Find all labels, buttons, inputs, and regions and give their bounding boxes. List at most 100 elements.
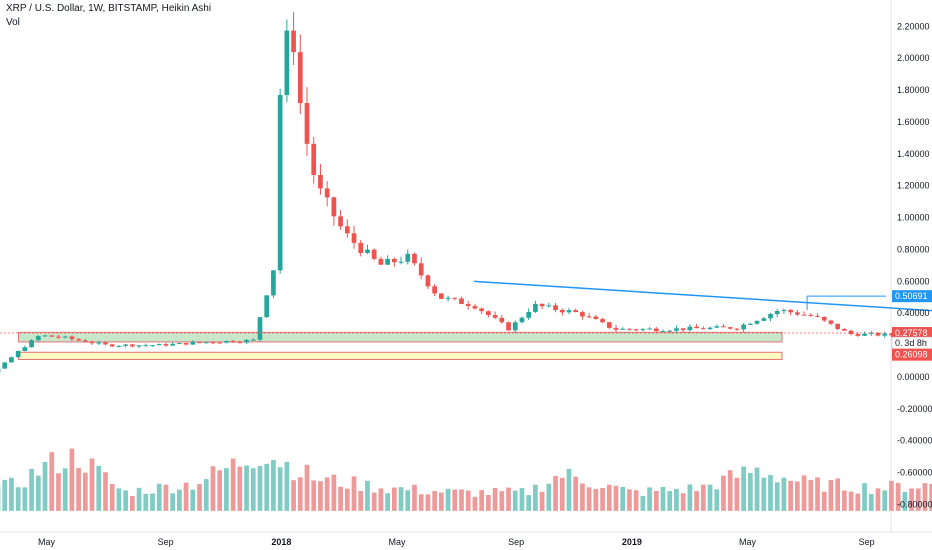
volume-bar: [35, 475, 41, 511]
volume-bar: [895, 483, 901, 511]
volume-bar: [9, 477, 14, 511]
candle-body: [250, 339, 256, 341]
candle-body: [580, 312, 585, 317]
volume-bar: [801, 475, 807, 511]
candle-body: [606, 322, 612, 328]
volume-bar: [902, 492, 908, 511]
candle-body: [882, 333, 888, 336]
volume-bar: [472, 496, 478, 511]
price-tag-label: 0.27578: [895, 328, 928, 338]
candle-body: [190, 342, 196, 345]
candle-body: [741, 324, 746, 330]
candle-body: [35, 336, 41, 341]
price-axis[interactable]: 2.20000 2.00000 1.80000 1.60000 1.40000 1.200…: [897, 21, 932, 509]
volume-bar: [842, 490, 847, 511]
candle-body: [22, 347, 28, 351]
volume-bar: [788, 480, 794, 511]
y-tick-label: 0.80000: [897, 244, 930, 254]
candle-body: [499, 317, 505, 323]
volume-bar: [848, 491, 854, 511]
y-tick-label: -0.40000: [897, 436, 932, 446]
volume-bar: [358, 491, 364, 511]
candle-body: [519, 317, 525, 323]
volume-bar: [613, 485, 619, 511]
y-tick-label: 0.00000: [897, 372, 930, 382]
candle-body: [546, 305, 552, 307]
candle-body: [425, 275, 431, 287]
x-tick-label: Sep: [859, 537, 875, 547]
candle-body: [707, 327, 713, 330]
volume-bar: [439, 492, 444, 511]
volume-bar: [533, 484, 538, 511]
volume-bar: [217, 470, 223, 511]
candle-body: [862, 333, 867, 336]
candle-body: [667, 330, 673, 332]
volume-bar: [539, 491, 545, 511]
volume-bar: [297, 477, 303, 511]
candle-body: [277, 95, 283, 271]
zone-rect: [17, 331, 783, 343]
y-tick-label: 0.60000: [897, 276, 930, 286]
candle-body: [103, 342, 108, 345]
chart-title: XRP / U.S. Dollar, 1W, BITSTAMP, Heikin …: [6, 3, 212, 14]
candle-body: [331, 197, 337, 217]
volume-bar: [385, 493, 390, 511]
volume-bar: [593, 488, 599, 511]
candle-body: [620, 328, 626, 330]
volume-bar: [586, 487, 592, 511]
volume-bar: [163, 484, 169, 511]
candle-body: [479, 308, 485, 312]
volume-bar: [177, 489, 182, 511]
volume-bar: [694, 491, 699, 511]
volume-bar: [230, 458, 236, 511]
candle-body: [9, 357, 14, 363]
volume-bar: [143, 493, 149, 511]
x-tick-label: 2019: [622, 537, 642, 547]
volume-bar: [89, 458, 95, 511]
volume-bar: [580, 483, 585, 511]
candle-body: [647, 328, 652, 330]
y-tick-label: 0.40000: [897, 308, 930, 318]
candle-body: [586, 316, 592, 318]
candle-body: [150, 345, 155, 347]
volume-bar: [660, 487, 666, 511]
volume-bar: [123, 490, 128, 511]
time-axis[interactable]: MaySep2018MaySep2019MaySep2020MaySep2021…: [38, 537, 932, 547]
volume-bar: [15, 487, 21, 511]
volume-bar: [284, 461, 290, 511]
volume-bar: [707, 484, 713, 511]
volume-bar: [492, 488, 498, 511]
volume-bar: [96, 465, 102, 511]
candle-body: [445, 297, 451, 299]
volume-bar: [526, 495, 532, 511]
volume-bar: [412, 484, 417, 511]
volume-bar: [365, 480, 370, 511]
candle-body: [559, 309, 565, 313]
volume-bar: [862, 483, 867, 511]
candle-body: [338, 216, 343, 227]
volume-bar: [391, 487, 397, 511]
candle-body: [734, 328, 740, 330]
candle-body: [687, 326, 693, 331]
volume-bar: [459, 489, 464, 511]
candle-body: [297, 52, 303, 104]
candle-body: [653, 328, 659, 332]
candle-body: [459, 298, 464, 305]
candle-body: [761, 318, 767, 321]
volume-bar: [566, 468, 572, 511]
candle-body: [842, 329, 847, 331]
volume-bar: [311, 480, 317, 511]
candle-body: [237, 342, 243, 344]
candle-body: [821, 316, 827, 321]
volume-bar: [606, 484, 612, 511]
y-tick-label: 1.60000: [897, 117, 930, 127]
candle-body: [808, 314, 814, 316]
volume-bar: [130, 496, 135, 511]
candle-body: [109, 344, 115, 347]
candle-body: [452, 297, 458, 299]
volume-bar: [197, 484, 202, 511]
volume-bar: [741, 466, 746, 511]
candle-body: [472, 306, 478, 309]
candle-body: [391, 258, 397, 263]
